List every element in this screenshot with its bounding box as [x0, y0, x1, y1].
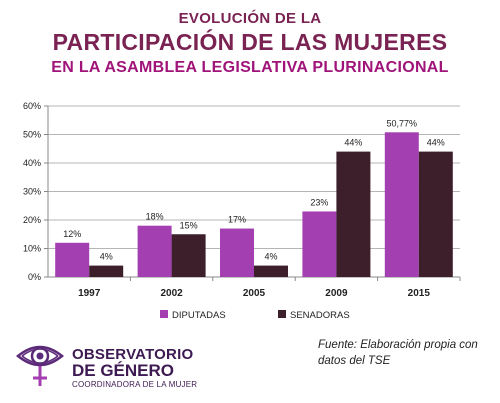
y-tick-label: 20% [23, 215, 41, 225]
y-tick-label: 40% [23, 158, 41, 168]
data-label: 4% [264, 252, 277, 262]
x-tick-label: 2015 [408, 288, 431, 299]
data-label: 44% [344, 138, 362, 148]
venus-eye-icon [16, 345, 64, 386]
y-tick-label: 50% [23, 130, 41, 140]
x-tick-label: 2009 [325, 288, 348, 299]
data-label: 18% [146, 212, 164, 222]
bar [89, 265, 124, 277]
bar [55, 242, 90, 277]
chart-title-line1: EVOLUCIÓN DE LA [178, 10, 322, 27]
logo-name-line1: OBSERVATORIO [72, 346, 194, 363]
observatorio-logo: OBSERVATORIO DE GÉNERO COORDINADORA DE L… [14, 334, 244, 394]
bar [254, 265, 288, 277]
data-label: 15% [180, 220, 198, 230]
logo-subtitle: COORDINADORA DE LA MUJER [72, 380, 198, 389]
data-label: 44% [427, 138, 445, 148]
data-label: 23% [310, 197, 328, 207]
y-tick-label: 60% [23, 101, 41, 111]
chart-title-line2: PARTICIPACIÓN DE LAS MUJERES [52, 29, 448, 55]
data-label: 17% [228, 215, 246, 225]
bar [137, 225, 172, 277]
x-tick-label: 1997 [78, 288, 101, 299]
x-tick-label: 2005 [243, 288, 266, 299]
bar [336, 151, 371, 277]
bar [384, 132, 419, 277]
legend-label: DIPUTADAS [172, 310, 226, 321]
data-label: 12% [63, 229, 81, 239]
y-tick-label: 0% [28, 272, 41, 282]
data-label: 50,77% [387, 118, 418, 128]
legend-swatch [278, 310, 286, 318]
y-tick-label: 10% [23, 244, 41, 254]
bar-chart: 0% 10% 20% 30% 40% 50% 60% 12% 4% 1997 18% 15% 2002 1… [23, 101, 461, 321]
chart-title-line3: EN LA ASAMBLEA LEGISLATIVA PLURINACIONAL [51, 59, 449, 76]
source-note: Fuente: Elaboración propia con datos del… [318, 339, 478, 367]
bar [418, 151, 453, 277]
bar [171, 234, 206, 277]
logo-name-line2: DE GÉNERO [72, 361, 175, 380]
bar [302, 211, 337, 277]
y-tick-label: 30% [23, 187, 41, 197]
x-tick-label: 2002 [160, 288, 183, 299]
bar [220, 228, 254, 277]
data-label: 4% [100, 252, 113, 262]
legend-swatch [160, 310, 168, 318]
legend-label: SENADORAS [290, 310, 350, 321]
